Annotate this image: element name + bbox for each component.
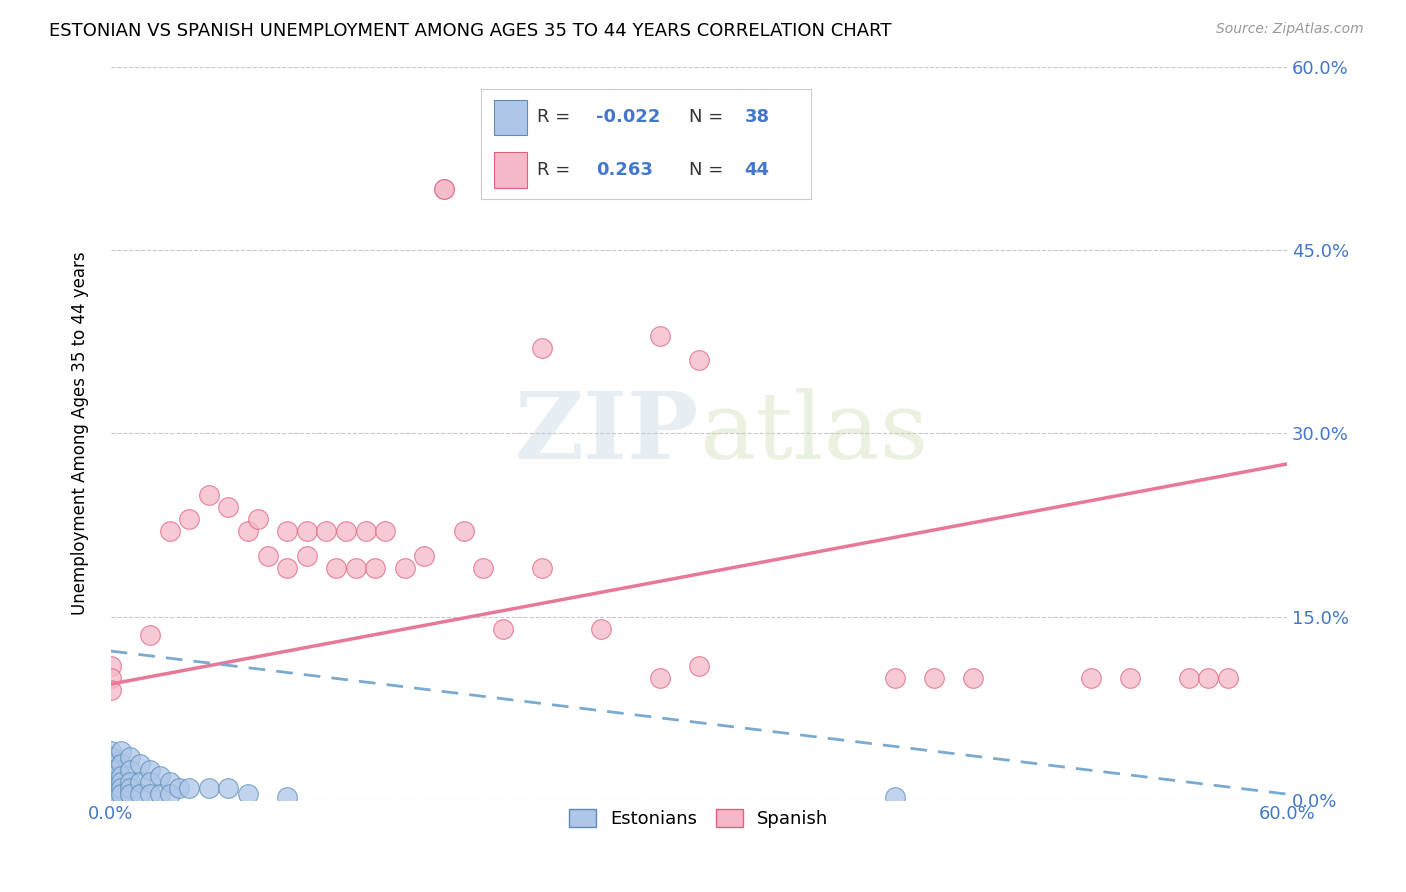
- Point: [100, 780, 122, 795]
- Point: [433, 182, 456, 196]
- Point: [883, 671, 905, 685]
- Point: [325, 561, 347, 575]
- Point: [110, 744, 132, 758]
- Point: [110, 780, 132, 795]
- Point: [883, 789, 905, 804]
- Text: atlas: atlas: [699, 388, 928, 478]
- Point: [110, 787, 132, 801]
- Point: [217, 780, 239, 795]
- Point: [100, 756, 122, 771]
- Point: [922, 671, 945, 685]
- Point: [120, 787, 142, 801]
- Point: [276, 789, 298, 804]
- Point: [159, 524, 181, 539]
- Point: [139, 628, 162, 642]
- Point: [100, 793, 122, 807]
- Point: [139, 787, 162, 801]
- Point: [589, 622, 612, 636]
- Point: [335, 524, 357, 539]
- Y-axis label: Unemployment Among Ages 35 to 44 years: Unemployment Among Ages 35 to 44 years: [72, 252, 89, 615]
- Point: [100, 775, 122, 789]
- Point: [648, 671, 671, 685]
- Point: [110, 775, 132, 789]
- Point: [129, 756, 152, 771]
- Point: [149, 787, 172, 801]
- Point: [100, 787, 122, 801]
- Point: [246, 512, 269, 526]
- Point: [492, 622, 515, 636]
- Legend: Estonians, Spanish: Estonians, Spanish: [562, 801, 835, 835]
- Point: [100, 683, 122, 698]
- Point: [1178, 671, 1201, 685]
- Point: [295, 549, 318, 563]
- Point: [110, 756, 132, 771]
- Point: [159, 775, 181, 789]
- Point: [433, 182, 456, 196]
- Point: [100, 769, 122, 783]
- Point: [315, 524, 337, 539]
- Point: [129, 787, 152, 801]
- Point: [100, 658, 122, 673]
- Point: [344, 561, 367, 575]
- Point: [139, 763, 162, 777]
- Point: [159, 787, 181, 801]
- Text: ZIP: ZIP: [515, 388, 699, 478]
- Point: [413, 549, 436, 563]
- Point: [236, 524, 259, 539]
- Point: [149, 769, 172, 783]
- Point: [100, 744, 122, 758]
- Point: [120, 775, 142, 789]
- Text: Source: ZipAtlas.com: Source: ZipAtlas.com: [1216, 22, 1364, 37]
- Point: [530, 561, 553, 575]
- Point: [472, 561, 495, 575]
- Point: [688, 658, 710, 673]
- Point: [1216, 671, 1239, 685]
- Point: [276, 524, 298, 539]
- Point: [129, 775, 152, 789]
- Point: [394, 561, 416, 575]
- Point: [120, 750, 142, 764]
- Point: [648, 328, 671, 343]
- Point: [139, 775, 162, 789]
- Point: [100, 671, 122, 685]
- Point: [1197, 671, 1219, 685]
- Point: [179, 512, 201, 526]
- Point: [354, 524, 377, 539]
- Point: [962, 671, 984, 685]
- Point: [169, 780, 191, 795]
- Point: [100, 750, 122, 764]
- Point: [120, 780, 142, 795]
- Text: ESTONIAN VS SPANISH UNEMPLOYMENT AMONG AGES 35 TO 44 YEARS CORRELATION CHART: ESTONIAN VS SPANISH UNEMPLOYMENT AMONG A…: [49, 22, 891, 40]
- Point: [374, 524, 396, 539]
- Point: [364, 561, 387, 575]
- Point: [256, 549, 278, 563]
- Point: [453, 524, 475, 539]
- Point: [197, 780, 219, 795]
- Point: [688, 353, 710, 368]
- Point: [110, 769, 132, 783]
- Point: [100, 789, 122, 804]
- Point: [217, 500, 239, 514]
- Point: [197, 487, 219, 501]
- Point: [179, 780, 201, 795]
- Point: [1080, 671, 1102, 685]
- Point: [295, 524, 318, 539]
- Point: [1119, 671, 1142, 685]
- Point: [120, 763, 142, 777]
- Point: [100, 763, 122, 777]
- Point: [530, 341, 553, 355]
- Point: [276, 561, 298, 575]
- Point: [236, 787, 259, 801]
